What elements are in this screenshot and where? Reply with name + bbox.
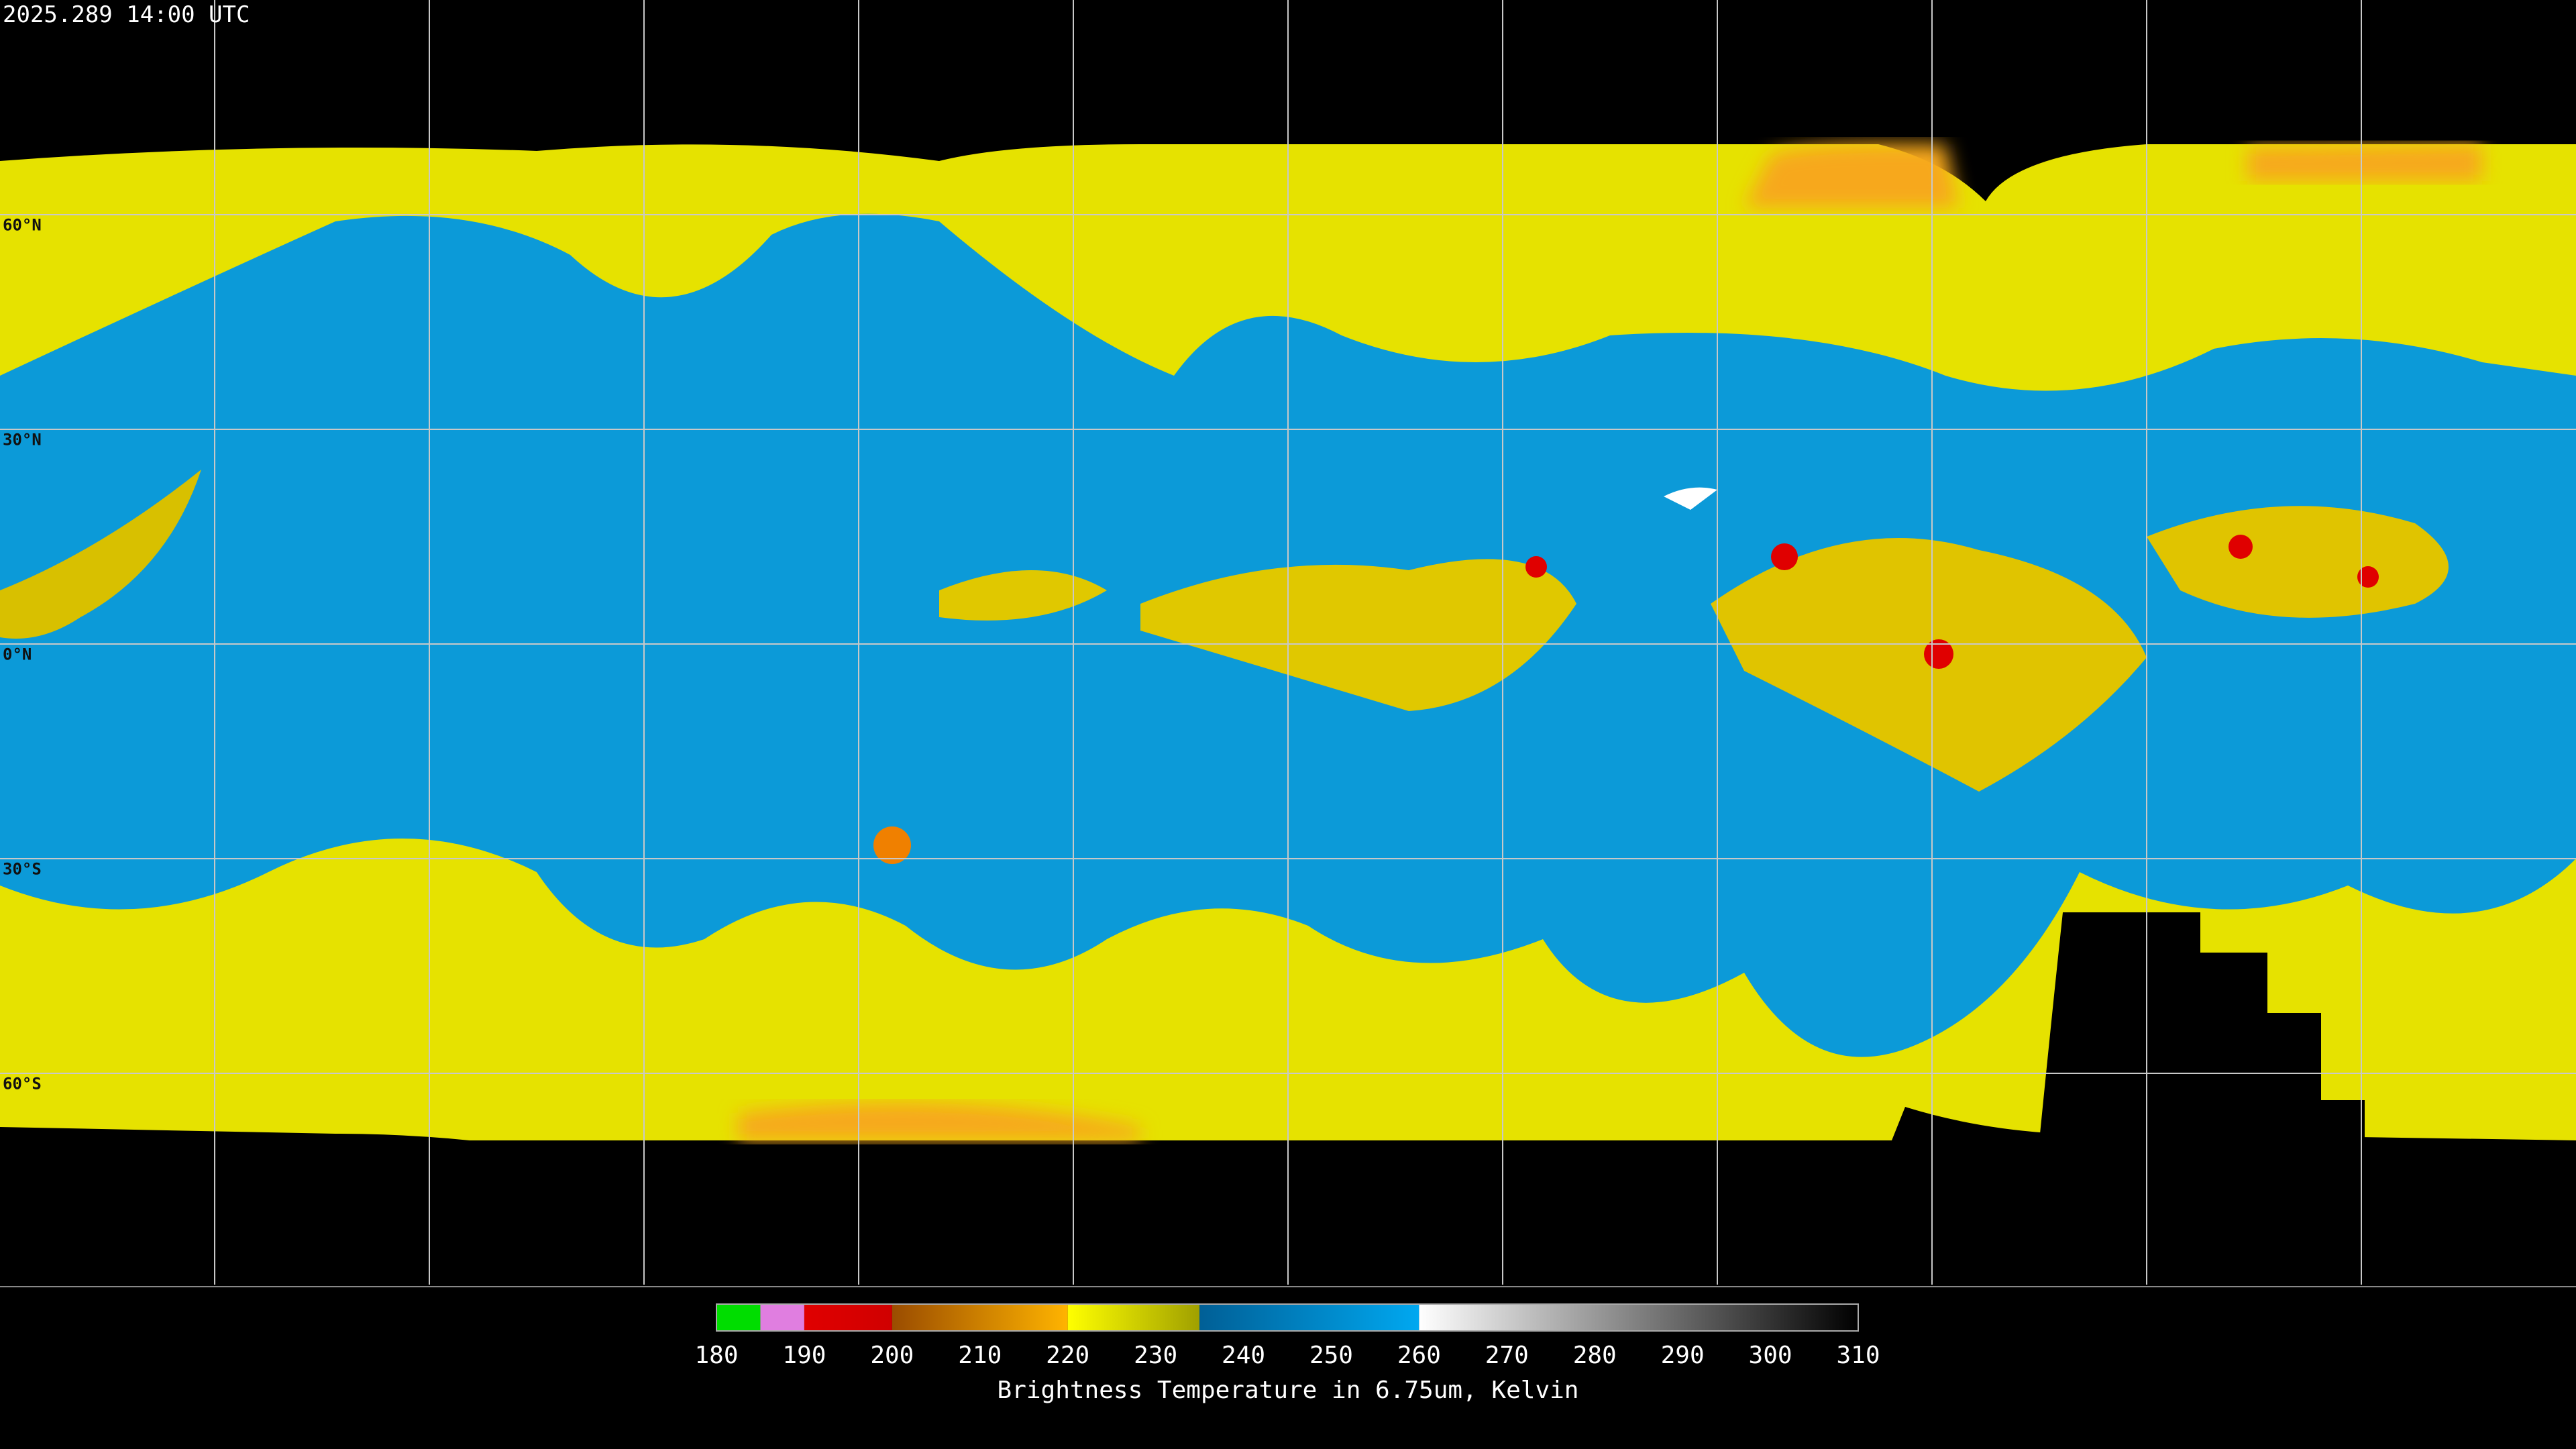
convection — [939, 559, 1576, 711]
colorbar-tick-label: 190 — [782, 1342, 826, 1369]
colorbar-tick-label: 180 — [694, 1342, 738, 1369]
deep-convection — [873, 535, 2379, 864]
colorbar-segment — [1199, 1304, 1419, 1331]
lat-label: 60°N — [3, 216, 42, 235]
colorbar-segment — [804, 1304, 892, 1331]
colorbar-tick-label: 230 — [1134, 1342, 1177, 1369]
colorbar-tick-label: 280 — [1573, 1342, 1617, 1369]
warm-patch — [2247, 144, 2482, 181]
colorbar-segment — [760, 1304, 804, 1331]
colorbar-segment — [1067, 1304, 1200, 1331]
colorbar-tick-label: 250 — [1309, 1342, 1353, 1369]
colorbar-tick-label: 220 — [1046, 1342, 1089, 1369]
colorbar-tick-label: 300 — [1749, 1342, 1792, 1369]
colorbar-frame — [716, 1303, 1859, 1332]
timestamp: 2025.289 14:00 UTC — [3, 1, 250, 28]
cloud-band — [0, 470, 201, 639]
colorbar-segment — [716, 1304, 761, 1331]
missing-data — [2039, 912, 2365, 1140]
colorbar-tick-label: 290 — [1661, 1342, 1705, 1369]
colorbar: 180 190 200 210 220 230 240 250 260 270 280 290 300 3… — [694, 1303, 1880, 1369]
colorbar-segment — [1419, 1304, 1858, 1331]
graticule — [0, 0, 2576, 1287]
colorbar-tick-label: 310 — [1836, 1342, 1880, 1369]
colorbar-tick-label: 260 — [1397, 1342, 1441, 1369]
colorbar-segment — [892, 1304, 1068, 1331]
cold-patch — [1664, 487, 1717, 510]
lat-label: 30°N — [3, 431, 42, 449]
colorbar-tick-label: 210 — [958, 1342, 1002, 1369]
colorbar-tick-label: 240 — [1222, 1342, 1265, 1369]
colorbar-label: Brightness Temperature in 6.75um, Kelvin — [998, 1377, 1579, 1404]
warm-patch — [1744, 144, 1959, 208]
warm-patch — [738, 1103, 1140, 1140]
convection — [2147, 506, 2449, 618]
colorbar-tick-label: 270 — [1485, 1342, 1529, 1369]
colorbar-tick-label: 200 — [870, 1342, 914, 1369]
lat-label: 30°S — [3, 860, 42, 879]
lat-label: 0°N — [3, 645, 32, 664]
lat-label: 60°S — [3, 1075, 42, 1093]
